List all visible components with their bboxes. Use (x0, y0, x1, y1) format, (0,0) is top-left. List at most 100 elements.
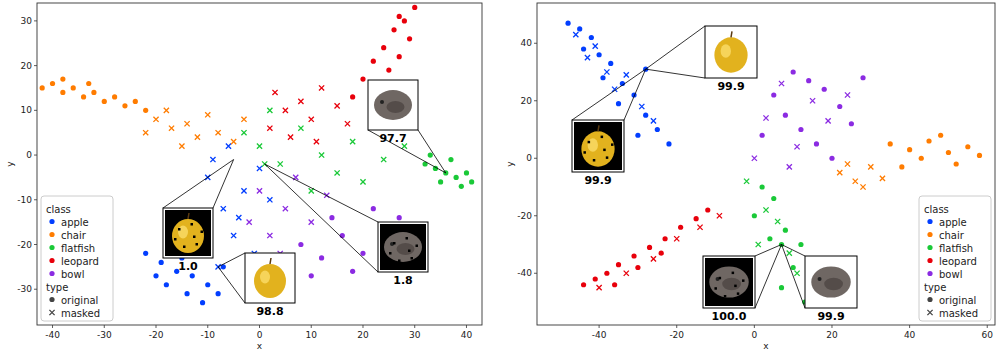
x-tick-label: -20 (149, 330, 164, 340)
annotation-connector (646, 69, 705, 78)
legend-marker (49, 245, 54, 250)
plot-frame (537, 3, 995, 325)
point (257, 144, 262, 149)
annotation-label: 100.0 (712, 310, 747, 323)
point (319, 85, 324, 90)
inset-image (572, 120, 624, 172)
point (787, 164, 792, 169)
annotation-connector (218, 253, 245, 267)
inset-mask-dot (191, 223, 194, 226)
point (40, 85, 45, 90)
legend-marker (49, 258, 54, 263)
legend-label: bowl (939, 269, 962, 280)
legend-title: type (46, 282, 68, 293)
legend-label: apple (939, 217, 967, 228)
annotations: 97.71.01.898.8 (163, 80, 446, 318)
legend-title: class (46, 204, 71, 215)
point (298, 242, 303, 247)
inset-highlight (178, 226, 188, 239)
legend-marker (927, 258, 932, 263)
inset-highlight (721, 44, 731, 58)
point (597, 285, 602, 290)
point (247, 220, 252, 225)
x-tick (599, 325, 600, 328)
inset-mask-dot (732, 272, 735, 275)
y-tick-label: 40 (521, 38, 533, 48)
point (184, 291, 189, 296)
point (888, 141, 893, 146)
y-tick-label: 0 (526, 153, 532, 163)
inset-mask-dot (406, 237, 409, 240)
point (153, 273, 158, 278)
point (659, 251, 664, 256)
y-tick (34, 110, 37, 111)
legend-label: bowl (61, 269, 84, 280)
x-tick (362, 325, 363, 328)
x-tick-label: 10 (306, 330, 318, 340)
inset-frame (163, 208, 213, 258)
point (624, 271, 629, 276)
point (257, 188, 262, 193)
point (298, 99, 303, 104)
annotation-connector (755, 245, 782, 309)
inset-shade (387, 101, 405, 113)
point (397, 215, 402, 220)
y-tick (534, 158, 537, 159)
inset-mask-dot (183, 246, 186, 249)
point (814, 141, 819, 146)
point (143, 108, 148, 113)
x-tick (466, 325, 467, 328)
y-axis-label: y (5, 161, 15, 167)
point (822, 87, 827, 92)
x-tick (52, 325, 53, 328)
point (381, 45, 386, 50)
point (319, 255, 324, 260)
point (335, 103, 340, 108)
inset-mask-dot (593, 159, 596, 162)
point (236, 215, 241, 220)
point (907, 147, 912, 152)
point (829, 156, 834, 161)
annotation-label: 99.9 (584, 174, 611, 187)
inset-mask-dot (389, 252, 392, 255)
inset-mask-dot (714, 287, 717, 290)
y-tick (534, 215, 537, 216)
inset-mask-dot (734, 285, 737, 288)
y-axis-label: y (505, 161, 515, 167)
point (771, 196, 776, 201)
point (314, 139, 319, 144)
point (624, 72, 629, 77)
point (309, 273, 314, 278)
point (428, 152, 433, 157)
point (241, 188, 246, 193)
legend-label: apple (61, 217, 89, 228)
point (71, 85, 76, 90)
point (697, 225, 702, 230)
point (616, 101, 621, 106)
inset-object (374, 90, 412, 120)
inset-mask-dot (196, 243, 199, 246)
point (806, 78, 811, 83)
annotation-label: 99.9 (717, 80, 744, 93)
point (190, 273, 195, 278)
point (899, 164, 904, 169)
x-tick-label: -40 (45, 330, 60, 340)
inset-mask-dot (742, 279, 745, 282)
point (184, 121, 189, 126)
x-tick (676, 325, 677, 328)
point (407, 36, 412, 41)
y-tick-label: -40 (517, 268, 532, 278)
point (60, 76, 65, 81)
y-tick (34, 155, 37, 156)
point (651, 256, 656, 261)
x-tick-label: 40 (904, 330, 916, 340)
point (283, 206, 288, 211)
point (221, 206, 226, 211)
inset-frame (245, 253, 295, 303)
legend-label: flatfish (61, 243, 95, 254)
legend-marker (927, 297, 932, 302)
inset-mask-dot (724, 295, 727, 298)
inset-image (703, 256, 755, 308)
point (50, 81, 55, 86)
point (200, 300, 205, 305)
